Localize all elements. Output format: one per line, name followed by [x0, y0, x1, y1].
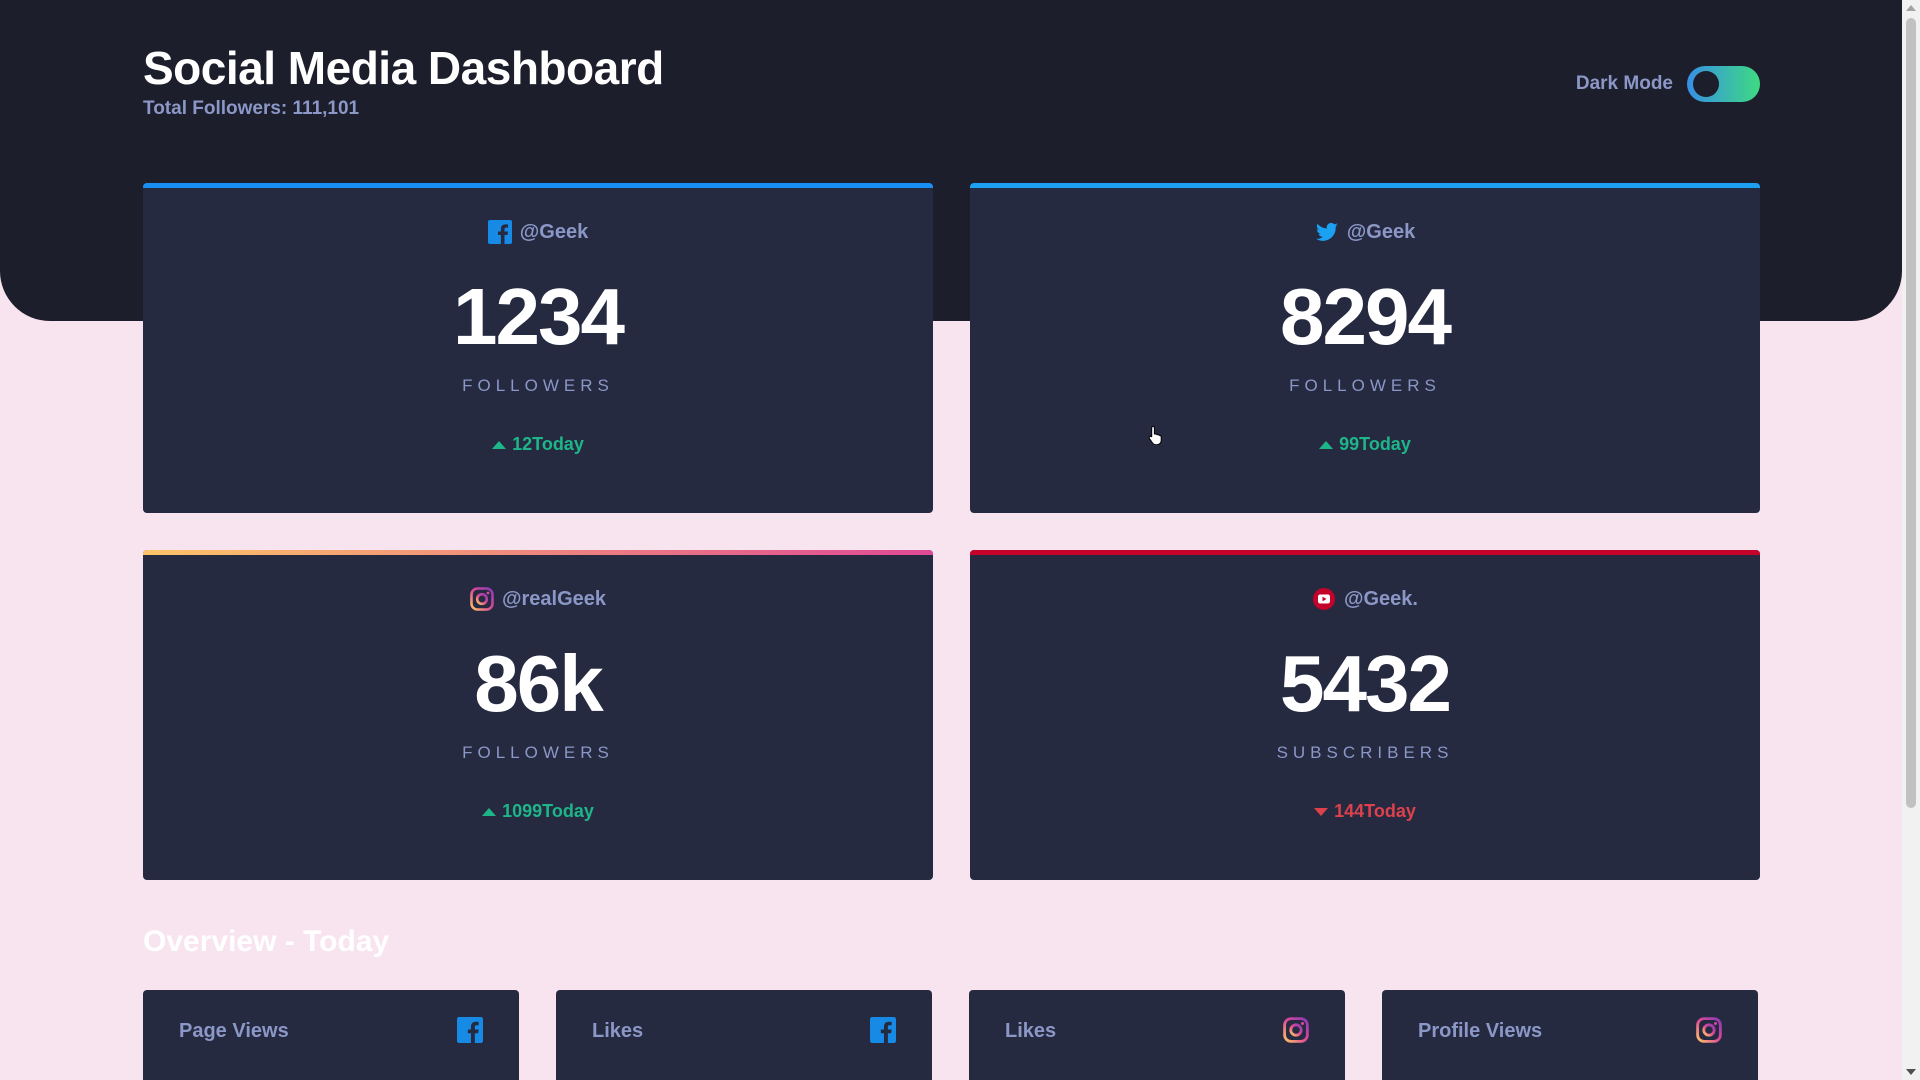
youtube-icon — [1313, 588, 1335, 610]
youtube-card[interactable]: @Geek. 5432 SUBSCRIBERS 144Today — [970, 550, 1760, 880]
count-label: FOLLOWERS — [462, 376, 614, 395]
arrow-down-icon — [1314, 807, 1329, 816]
card-handle: @Geek. — [1344, 587, 1418, 610]
follower-count: 8294 — [1280, 272, 1452, 361]
instagram-card[interactable]: @realGeek 86k FOLLOWERS 1099Today — [143, 550, 933, 880]
overview-cards: Page Views Likes Likes — [143, 990, 1760, 1080]
scroll-down-icon[interactable] — [1906, 1069, 1916, 1075]
card-accent-bar — [970, 183, 1760, 188]
count-label: FOLLOWERS — [1289, 376, 1441, 395]
follower-cards: @Geek 1234 FOLLOWERS 12Today @Geek 8294 … — [143, 183, 1760, 880]
dark-mode-label: Dark Mode — [1575, 73, 1673, 94]
toggle-knob — [1693, 71, 1719, 97]
facebook-icon — [487, 220, 512, 244]
daily-change: 144Today — [1314, 801, 1416, 822]
vertical-scrollbar[interactable] — [1902, 0, 1920, 1080]
card-accent-bar — [143, 183, 933, 188]
follower-count: 1234 — [453, 272, 625, 361]
instagram-icon — [470, 587, 494, 611]
card-handle: @Geek — [1346, 220, 1416, 243]
facebook-icon — [870, 1017, 896, 1043]
daily-change: 99Today — [1319, 434, 1411, 455]
dark-mode-toggle-group: Dark Mode — [1576, 66, 1760, 102]
dark-mode-toggle[interactable] — [1687, 66, 1760, 102]
instagram-icon — [1283, 1017, 1309, 1043]
card-handle-row: @Geek. — [1312, 587, 1418, 611]
card-accent-bar — [970, 550, 1760, 555]
facebook-icon — [457, 1017, 483, 1043]
overview-title: Overview - Today — [143, 925, 390, 958]
page-title: Social Media Dashboard — [143, 42, 664, 94]
overview-card-label: Page Views — [179, 1020, 289, 1042]
pointer-cursor-icon — [1148, 425, 1162, 445]
scrollbar-thumb[interactable] — [1906, 18, 1916, 808]
card-handle-row: @Geek — [487, 220, 589, 244]
header: Social Media Dashboard Total Followers: … — [143, 42, 1760, 132]
count-label: FOLLOWERS — [462, 743, 614, 762]
overview-card-label: Profile Views — [1418, 1020, 1543, 1042]
card-handle-row: @Geek — [1315, 220, 1415, 244]
daily-change: 12Today — [492, 434, 584, 455]
card-handle-row: @realGeek — [470, 587, 606, 611]
card-handle: @Geek — [519, 220, 589, 243]
overview-card-label: Likes — [1005, 1020, 1057, 1042]
arrow-up-icon — [1319, 440, 1334, 449]
count-label: SUBSCRIBERS — [1276, 743, 1454, 762]
overview-card-label: Likes — [592, 1020, 644, 1042]
subscriber-count: 5432 — [1280, 639, 1452, 728]
arrow-up-icon — [492, 440, 507, 449]
instagram-icon — [1696, 1017, 1722, 1043]
card-accent-bar — [143, 550, 933, 555]
card-handle: @realGeek — [501, 587, 606, 610]
daily-change-value: 99Today — [1339, 434, 1411, 454]
scroll-up-icon[interactable] — [1906, 5, 1916, 11]
overview-card-profile-views[interactable]: Profile Views — [1382, 990, 1758, 1080]
dashboard-container: Social Media Dashboard Total Followers: … — [143, 0, 1760, 1080]
twitter-icon — [1315, 222, 1338, 241]
arrow-up-icon — [482, 807, 497, 816]
daily-change: 1099Today — [482, 801, 594, 822]
overview-card-instagram-likes[interactable]: Likes — [969, 990, 1345, 1080]
daily-change-value: 144Today — [1334, 801, 1416, 821]
total-followers: Total Followers: 111,101 — [143, 98, 360, 119]
follower-count: 86k — [474, 639, 603, 728]
overview-card-facebook-likes[interactable]: Likes — [556, 990, 932, 1080]
daily-change-value: 12Today — [512, 434, 584, 454]
twitter-card[interactable]: @Geek 8294 FOLLOWERS 99Today — [970, 183, 1760, 513]
overview-card-page-views[interactable]: Page Views — [143, 990, 519, 1080]
facebook-card[interactable]: @Geek 1234 FOLLOWERS 12Today — [143, 183, 933, 513]
daily-change-value: 1099Today — [502, 801, 594, 821]
